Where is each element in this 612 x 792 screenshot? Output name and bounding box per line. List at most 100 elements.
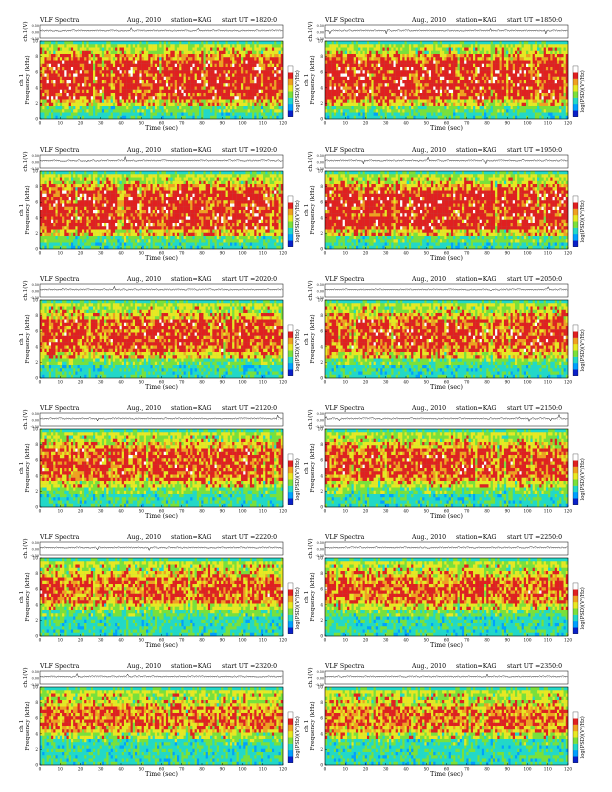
spectrogram-cell <box>176 112 180 116</box>
spectrogram-cell <box>53 67 56 71</box>
spectrogram-cell <box>373 89 376 94</box>
spectrogram-cell <box>389 93 392 97</box>
spectrogram-cell <box>249 109 253 113</box>
spectrogram-cell <box>351 44 354 48</box>
spectrogram-cell <box>271 57 275 61</box>
spectrogram-cell <box>86 83 89 87</box>
spectrogram-cell <box>70 106 74 110</box>
spectrogram-cell <box>245 96 248 100</box>
spectrogram-cell <box>205 70 209 74</box>
spectrogram-cell <box>95 41 98 45</box>
spectrogram-cell <box>232 80 235 84</box>
spectrogram-cell <box>201 47 204 51</box>
spectrogram-cell <box>499 63 502 68</box>
spectrogram-cell <box>210 93 213 97</box>
spectrogram-cell <box>333 54 337 58</box>
spectrogram-cell <box>336 63 339 68</box>
spectrogram-cell <box>93 47 96 51</box>
spectrogram-cell <box>406 54 410 58</box>
spectrogram-cell <box>384 93 388 97</box>
spectrogram-cell <box>360 54 363 58</box>
spectrogram-cell <box>152 93 156 97</box>
spectrogram-cell <box>201 50 204 55</box>
spectrogram-cell <box>174 106 178 110</box>
spectrogram-cell <box>424 80 427 84</box>
spectrogram-cell <box>117 80 120 84</box>
spectrogram-cell <box>408 86 412 90</box>
spectrogram-cell <box>461 57 465 61</box>
spectrogram-cell <box>419 106 423 110</box>
spectrogram-cell <box>468 106 471 110</box>
spectrogram-cell <box>278 67 281 71</box>
spectrogram-cell <box>415 47 418 51</box>
spectrogram-cell <box>267 115 270 120</box>
spectrogram-cell <box>104 99 107 103</box>
spectrogram-cell <box>439 109 443 113</box>
spectrogram-cell <box>203 89 206 94</box>
spectrogram-cell <box>216 67 220 71</box>
spectrogram-cell <box>265 54 268 58</box>
spectrogram-cell <box>157 73 160 77</box>
spectrogram-cell <box>393 109 396 113</box>
spectrogram-cell <box>378 80 381 84</box>
spectrogram-cell <box>77 50 80 55</box>
spectrogram-cell <box>134 80 138 84</box>
spectrogram-cell <box>227 63 231 68</box>
spectrogram-cell <box>179 112 182 116</box>
spectrogram-cell <box>532 86 536 90</box>
spectrogram-cell <box>245 99 248 103</box>
spectrogram-cell <box>194 80 197 84</box>
spectrogram-cell <box>185 70 189 74</box>
spectrogram-cell <box>517 70 520 74</box>
spectrogram-cell <box>450 106 454 110</box>
spectrogram-cell <box>506 76 509 81</box>
spectrogram-cell <box>378 86 381 90</box>
spectrogram-cell <box>428 63 432 68</box>
spectrogram-cell <box>340 57 343 61</box>
spectrogram-cell <box>362 106 365 110</box>
spectrogram-cell <box>163 70 167 74</box>
spectrogram-cell <box>519 50 522 55</box>
spectrogram-cell <box>159 83 162 87</box>
spectrogram-cell <box>181 115 184 120</box>
spectrogram-cell <box>517 63 520 68</box>
spectrogram-cell <box>77 106 80 110</box>
spectrogram-cell <box>408 99 412 103</box>
spectrogram-cell <box>192 50 195 55</box>
spectrogram-cell <box>260 70 264 74</box>
spectrogram-cell <box>353 63 357 68</box>
spectrogram-cell <box>448 60 452 64</box>
spectrogram-cell <box>216 47 220 51</box>
spectrogram-cell <box>386 109 390 113</box>
spectrogram-cell <box>172 41 175 45</box>
spectrogram-cell <box>218 54 222 58</box>
spectrogram-cell <box>161 89 164 94</box>
spectrogram-cell <box>397 80 401 84</box>
spectrogram-cell <box>484 109 487 113</box>
spectrogram-cell <box>267 54 270 58</box>
spectrogram-cell <box>466 54 469 58</box>
spectrogram-cell <box>243 63 246 68</box>
spectrogram-cell <box>168 57 171 61</box>
spectrogram-cell <box>353 60 357 64</box>
spectrogram-cell <box>123 99 127 103</box>
spectrogram-cell <box>340 44 343 48</box>
spectrogram-cell <box>176 80 180 84</box>
spectrogram-cell <box>249 67 253 71</box>
spectrogram-cell <box>380 54 383 58</box>
spectrogram-cell <box>152 112 156 116</box>
spectrogram-cell <box>181 102 184 107</box>
spectrogram-cell <box>86 102 89 107</box>
spectrogram-cell <box>384 60 388 64</box>
spectrogram-cell <box>439 76 443 81</box>
spectrogram-cell <box>247 67 251 71</box>
spectrogram-cell <box>325 41 328 45</box>
spectrogram-cell <box>468 96 471 100</box>
spectrogram-cell <box>479 89 482 94</box>
spectrogram-cell <box>57 70 61 74</box>
spectrogram-cell <box>402 115 405 120</box>
spectrogram-cell <box>501 70 505 74</box>
spectrogram-cell <box>347 41 350 45</box>
spectrogram-cell <box>475 102 478 107</box>
spectrogram-cell <box>115 109 118 113</box>
